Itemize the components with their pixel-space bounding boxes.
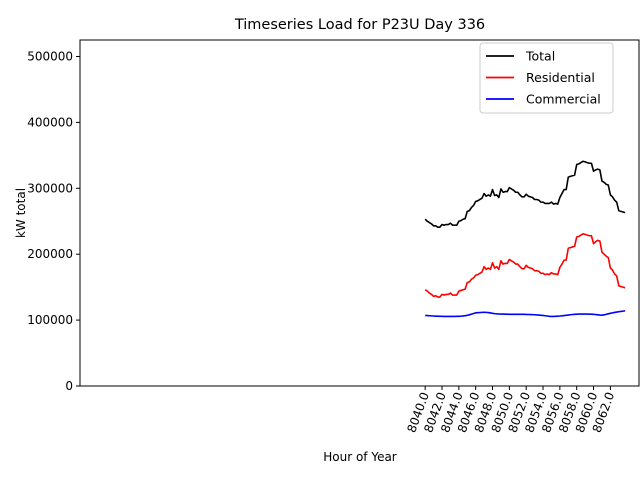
- y-tick-label: 200000: [27, 247, 73, 261]
- legend-label-commercial: Commercial: [526, 92, 601, 107]
- x-axis-label: Hour of Year: [323, 450, 397, 464]
- series-line-residential: [424, 232, 626, 298]
- legend-box: [479, 42, 614, 114]
- y-tick-label: 400000: [27, 115, 73, 129]
- y-tick-label: 100000: [27, 313, 73, 327]
- y-axis: 0 100000 200000 300000 400000 500000: [27, 49, 80, 393]
- legend-label-total: Total: [525, 49, 555, 64]
- plot-frame: [79, 39, 640, 387]
- chart-title: Timeseries Load for P23U Day 336: [234, 17, 485, 33]
- y-tick-label: 0: [65, 379, 73, 393]
- y-axis-label: kW total: [14, 188, 28, 238]
- series-line-total: [424, 160, 626, 228]
- series-group: [424, 160, 626, 318]
- y-tick-label: 500000: [27, 49, 73, 63]
- y-tick-label: 300000: [27, 181, 73, 195]
- legend: Total Residential Commercial: [479, 42, 614, 114]
- legend-label-residential: Residential: [526, 70, 595, 85]
- series-line-commercial: [425, 310, 626, 318]
